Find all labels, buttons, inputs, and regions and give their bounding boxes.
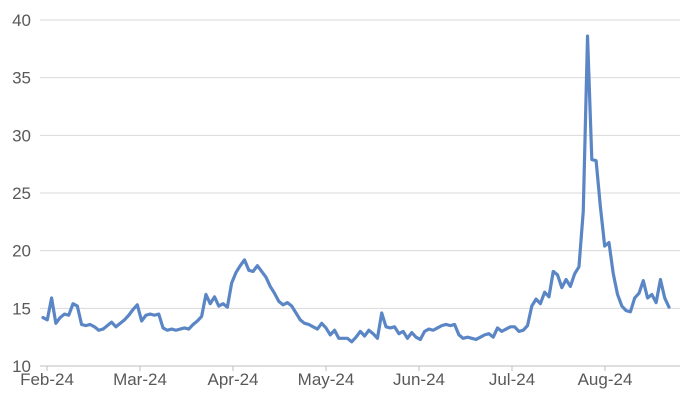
x-axis-tick-label: May-24: [298, 370, 355, 389]
y-axis-tick-label: 35: [12, 69, 31, 88]
y-axis-tick-label: 10: [12, 357, 31, 376]
y-axis-tick-label: 15: [12, 299, 31, 318]
x-axis-tick-label: Jun-24: [393, 370, 445, 389]
data-series-line: [41, 34, 671, 344]
y-axis-tick-label: 25: [12, 184, 31, 203]
x-axis-tick-label: Aug-24: [578, 370, 633, 389]
y-axis-tick-label: 40: [12, 11, 31, 30]
x-axis-tick-label: Jul-24: [489, 370, 535, 389]
y-axis-tick-label: 20: [12, 242, 31, 261]
x-axis-tick-label: Apr-24: [207, 370, 258, 389]
x-axis-tick-label: Feb-24: [20, 370, 74, 389]
x-axis-tick-label: Mar-24: [113, 370, 167, 389]
y-axis-tick-label: 30: [12, 126, 31, 145]
